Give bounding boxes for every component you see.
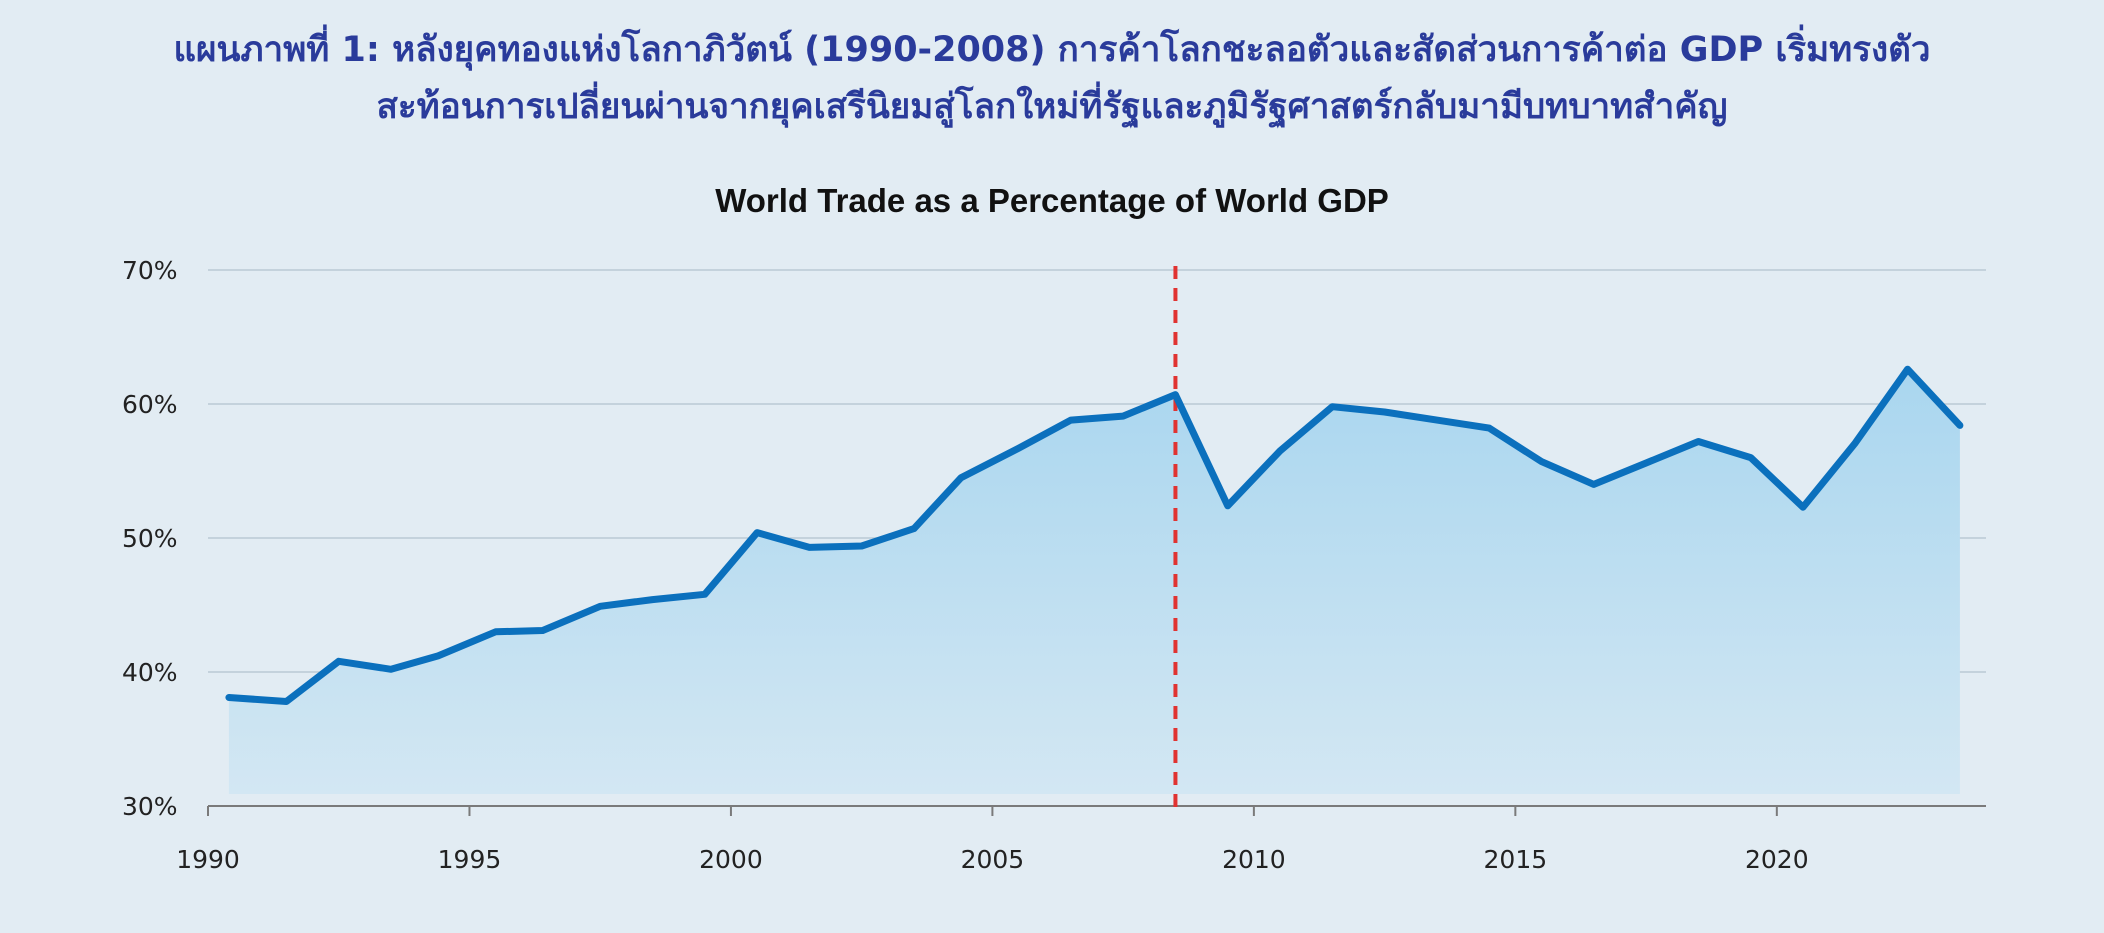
area-layer: [228, 369, 1960, 794]
data-point-1999.5: [703, 592, 707, 596]
data-point-2006.5: [1069, 418, 1073, 422]
x-tick-label-2010: 2010: [1222, 845, 1286, 874]
data-point-2020.5: [1801, 505, 1805, 509]
x-tick-label-2015: 2015: [1484, 845, 1548, 874]
data-point-2012.5: [1383, 410, 1387, 414]
x-tick-label-1995: 1995: [438, 845, 502, 874]
data-point-2022.5: [1906, 367, 1910, 371]
data-point-2011.5: [1330, 405, 1334, 409]
data-point-2005.5: [1017, 446, 1021, 450]
chart-title: World Trade as a Percentage of World GDP: [715, 182, 1389, 219]
data-point-2015.5: [1540, 460, 1543, 464]
data-point-1996.4: [541, 629, 545, 632]
data-point-2003.5: [912, 527, 916, 531]
data-point-2002.5: [860, 544, 864, 548]
x-tick-label-2000: 2000: [699, 845, 763, 874]
series-area: [228, 369, 1960, 794]
data-point-1991.5: [284, 700, 288, 703]
data-point-1990.4: [227, 696, 231, 699]
data-point-2021.5: [1853, 441, 1857, 445]
data-point-2007.5: [1121, 414, 1125, 418]
data-point-2017.5: [1644, 461, 1648, 465]
data-point-2016.5: [1592, 482, 1596, 486]
data-point-2019.5: [1749, 456, 1753, 460]
data-point-2010.5: [1278, 449, 1282, 453]
data-point-2014.5: [1487, 426, 1491, 430]
tick-labels: 30% 40% 50% 60% 70% 1990 1995 2000 2005 2010 2015 2…: [122, 256, 1809, 874]
data-point-1993.5: [389, 667, 393, 671]
data-point-1992.5: [337, 659, 341, 663]
headline-line-2: สะท้อนการเปลี่ยนผ่านจากยุคเสรีนิยมสู่โลก…: [376, 87, 1728, 127]
y-tick-label-30: 30%: [122, 792, 178, 821]
headline-line-1: แผนภาพที่ 1: หลังยุคทองแห่งโลกาภิวัตน์ (…: [173, 30, 1931, 70]
y-tick-label-40: 40%: [122, 658, 178, 687]
data-point-2013.5: [1435, 418, 1439, 422]
data-point-2001.5: [807, 545, 811, 549]
data-point-2000.5: [755, 531, 759, 535]
x-tick-label-1990: 1990: [176, 845, 240, 874]
figure-headline: แผนภาพที่ 1: หลังยุคทองแห่งโลกาภิวัตน์ (…: [60, 22, 2044, 136]
data-point-2008.5: [1173, 393, 1177, 397]
x-tick-label-2005: 2005: [961, 845, 1025, 874]
data-point-2018.5: [1696, 440, 1700, 443]
data-point-2009.5: [1226, 504, 1230, 508]
series-line: [225, 365, 1964, 705]
y-tick-label-70: 70%: [122, 256, 178, 285]
data-point-2023.5: [1958, 423, 1962, 427]
line-layer: [225, 365, 1964, 705]
y-tick-label-50: 50%: [122, 524, 178, 553]
y-tick-label-60: 60%: [122, 390, 178, 419]
x-axis: [207, 805, 1986, 816]
x-tick-label-2020: 2020: [1745, 845, 1809, 874]
data-point-1998.5: [651, 598, 654, 602]
data-point-1994.4: [436, 654, 440, 658]
data-point-2004.4: [959, 476, 963, 480]
data-point-1997.5: [598, 604, 602, 608]
data-point-1995.5: [494, 630, 498, 634]
